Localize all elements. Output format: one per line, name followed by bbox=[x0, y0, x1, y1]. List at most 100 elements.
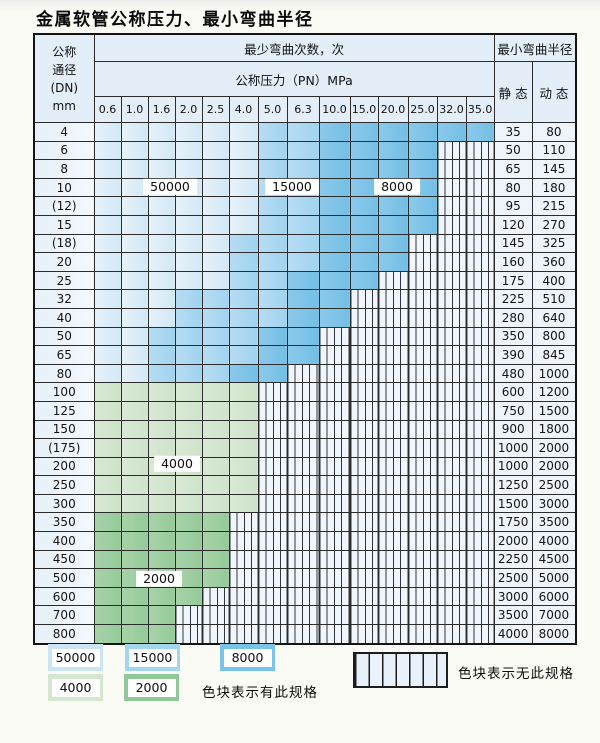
dn-cell: 350 bbox=[33, 512, 95, 533]
legend-swatch-8000: 8000 bbox=[220, 644, 275, 671]
cell-no-spec bbox=[318, 438, 351, 458]
cell-no-spec bbox=[465, 493, 495, 514]
cell-no-spec bbox=[228, 605, 259, 626]
cell-50000 bbox=[93, 345, 122, 365]
cell-no-spec bbox=[349, 624, 379, 645]
cell-15000 bbox=[286, 233, 320, 254]
table-row: 4 35 80 bbox=[33, 122, 577, 142]
cell-no-spec bbox=[286, 475, 320, 495]
table-row: 400 2000 4000 bbox=[33, 531, 577, 551]
dn-cell: 250 bbox=[33, 475, 95, 495]
static-radius-cell: 480 bbox=[493, 363, 533, 384]
table-row: 150 900 1800 bbox=[33, 419, 577, 440]
cell-50000 bbox=[93, 307, 122, 328]
static-radius-cell: 80 bbox=[493, 177, 533, 198]
cell-15000 bbox=[201, 345, 230, 365]
cell-no-spec bbox=[318, 456, 351, 477]
cell-2000 bbox=[93, 568, 122, 588]
cell-no-spec bbox=[318, 400, 351, 421]
dn-cell: 32 bbox=[33, 289, 95, 309]
cell-8000 bbox=[318, 196, 351, 216]
dn-cell: 65 bbox=[33, 345, 95, 365]
cell-no-spec bbox=[286, 512, 320, 533]
cell-no-spec bbox=[407, 400, 438, 421]
cell-no-spec bbox=[377, 456, 409, 477]
cell-no-spec bbox=[407, 624, 438, 645]
pressure-tick: 32.0 bbox=[436, 96, 467, 123]
legend-swatch-label: 50000 bbox=[51, 648, 100, 667]
cell-15000 bbox=[257, 122, 288, 142]
cell-15000 bbox=[228, 307, 259, 328]
cell-no-spec bbox=[465, 512, 495, 533]
cell-no-spec bbox=[377, 624, 409, 645]
cell-50000 bbox=[201, 233, 230, 254]
cell-50000 bbox=[93, 326, 122, 347]
cell-no-spec bbox=[436, 140, 467, 161]
static-radius-cell: 3500 bbox=[493, 605, 533, 626]
dynamic-radius-cell: 360 bbox=[531, 252, 577, 272]
dynamic-radius-cell: 4000 bbox=[531, 531, 577, 551]
cell-4000 bbox=[93, 456, 122, 477]
zone-label-15000: 15000 bbox=[265, 178, 319, 196]
cell-50000 bbox=[93, 270, 122, 291]
cell-8000 bbox=[407, 159, 438, 179]
dynamic-radius-cell: 3500 bbox=[531, 512, 577, 533]
cell-8000 bbox=[257, 326, 288, 347]
table-row: (18) 145 325 bbox=[33, 233, 577, 254]
cell-50000 bbox=[120, 196, 149, 216]
cell-no-spec bbox=[465, 233, 495, 254]
cell-2000 bbox=[93, 512, 122, 533]
static-radius-cell: 4000 bbox=[493, 624, 533, 645]
cell-no-spec bbox=[377, 382, 409, 402]
cell-50000 bbox=[93, 289, 122, 309]
cell-no-spec bbox=[436, 400, 467, 421]
cell-15000 bbox=[174, 363, 203, 384]
cell-50000 bbox=[228, 122, 259, 142]
static-radius-cell: 1250 bbox=[493, 475, 533, 495]
cell-50000 bbox=[93, 140, 122, 161]
static-radius-cell: 95 bbox=[493, 196, 533, 216]
pressure-tick: 2.5 bbox=[201, 96, 230, 123]
cell-no-spec bbox=[436, 475, 467, 495]
static-radius-cell: 350 bbox=[493, 326, 533, 347]
cell-no-spec bbox=[377, 586, 409, 607]
cell-no-spec bbox=[465, 307, 495, 328]
dn-cell: 125 bbox=[33, 400, 95, 421]
cell-no-spec bbox=[201, 605, 230, 626]
legend-swatch-50000: 50000 bbox=[48, 644, 103, 671]
cell-no-spec bbox=[318, 382, 351, 402]
cell-no-spec bbox=[436, 438, 467, 458]
cell-15000 bbox=[257, 289, 288, 309]
cell-4000 bbox=[228, 493, 259, 514]
cell-no-spec bbox=[436, 307, 467, 328]
static-radius-cell: 1000 bbox=[493, 438, 533, 458]
cell-no-spec bbox=[257, 512, 288, 533]
table-row: 500 2500 5000 bbox=[33, 568, 577, 588]
cell-no-spec bbox=[377, 345, 409, 365]
cell-50000 bbox=[174, 233, 203, 254]
cell-no-spec bbox=[349, 438, 379, 458]
cell-no-spec bbox=[318, 363, 351, 384]
cell-2000 bbox=[174, 531, 203, 551]
cell-no-spec bbox=[349, 531, 379, 551]
cell-no-spec bbox=[349, 307, 379, 328]
static-radius-cell: 1750 bbox=[493, 512, 533, 533]
cell-no-spec bbox=[349, 400, 379, 421]
dynamic-radius-cell: 845 bbox=[531, 345, 577, 365]
cell-15000 bbox=[257, 270, 288, 291]
pressure-tick: 15.0 bbox=[349, 96, 379, 123]
cell-50000 bbox=[93, 233, 122, 254]
cell-15000 bbox=[201, 363, 230, 384]
cell-8000 bbox=[377, 140, 409, 161]
table-row: 450 2250 4500 bbox=[33, 549, 577, 570]
cell-no-spec bbox=[349, 345, 379, 365]
table-row: 300 1500 3000 bbox=[33, 493, 577, 514]
static-radius-cell: 50 bbox=[493, 140, 533, 161]
cell-no-spec bbox=[377, 270, 409, 291]
cell-50000 bbox=[201, 196, 230, 216]
cell-no-spec bbox=[436, 326, 467, 347]
cell-8000 bbox=[318, 307, 351, 328]
cell-2000 bbox=[147, 549, 176, 570]
cell-8000 bbox=[318, 233, 351, 254]
cell-no-spec bbox=[228, 549, 259, 570]
